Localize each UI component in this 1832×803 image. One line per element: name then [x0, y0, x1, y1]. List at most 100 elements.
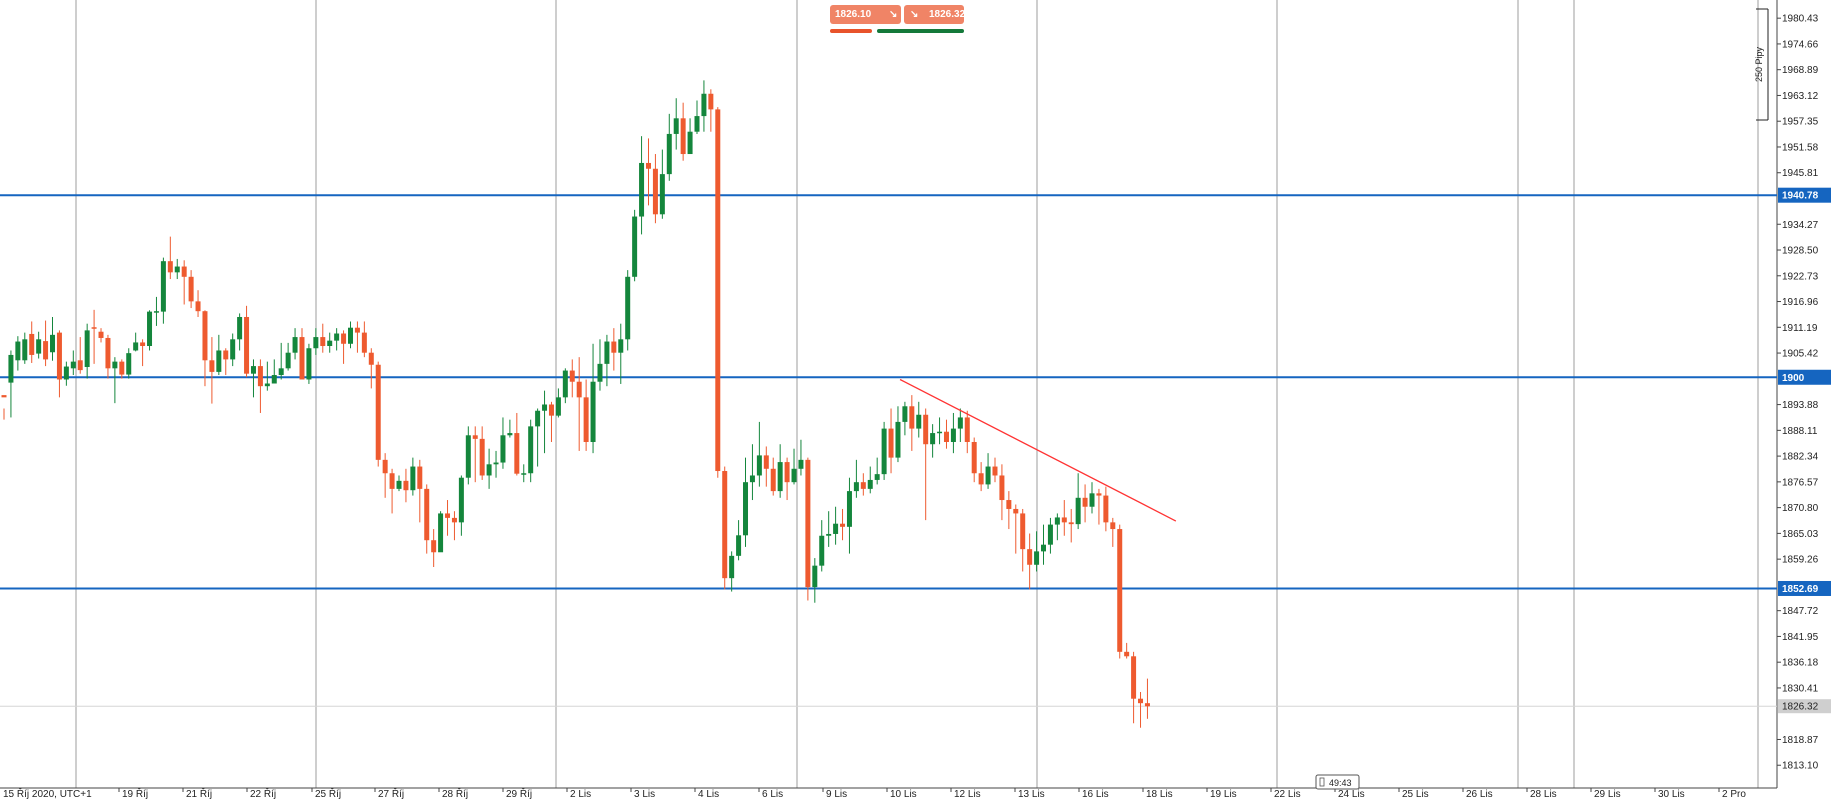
x-tick-label: 28 Říj	[442, 787, 468, 800]
candle-body	[334, 333, 340, 341]
candle-body	[964, 417, 970, 442]
candle-body	[140, 342, 146, 347]
candle-body	[382, 459, 388, 474]
candle-body	[555, 397, 561, 416]
candle-body	[930, 433, 936, 445]
y-tick-label: 1818.87	[1782, 735, 1819, 746]
candle-body	[500, 435, 506, 463]
candle-body	[687, 131, 693, 155]
candle-body	[548, 404, 554, 416]
x-tick-label: 26 Lis	[1466, 789, 1493, 800]
trendline-group[interactable]	[899, 378, 1177, 522]
x-tick-label: 13 Lis	[1018, 789, 1045, 800]
candle-body	[507, 433, 513, 436]
candle-body	[1138, 698, 1144, 704]
candle-body	[278, 368, 284, 376]
candle-body	[798, 459, 804, 469]
y-tick-label: 1813.10	[1782, 761, 1819, 772]
trend-line[interactable]	[899, 378, 1177, 522]
candle-body	[56, 332, 62, 380]
candle-body	[424, 488, 430, 541]
candle-body	[957, 417, 963, 429]
candle-body	[909, 406, 915, 429]
candle-body	[389, 473, 395, 489]
candle-body	[756, 455, 762, 476]
candle-body	[63, 366, 69, 380]
candle-body	[749, 475, 755, 483]
y-tick-label: 1928.50	[1782, 246, 1819, 257]
candle-body	[514, 433, 520, 474]
candle-body	[285, 352, 291, 369]
candle-body	[701, 93, 707, 117]
candle-body	[881, 428, 887, 475]
candle-body	[1124, 651, 1130, 657]
candle-body	[784, 462, 790, 483]
candle-body	[1131, 656, 1137, 699]
level-label: 1900	[1782, 373, 1805, 384]
candle-body	[1068, 522, 1074, 525]
x-tick-label: 15 Říj 2020, UTC+1	[3, 787, 92, 800]
y-tick-label: 1893.88	[1782, 400, 1819, 411]
candle-body	[888, 428, 894, 458]
candle-body	[943, 431, 949, 442]
x-tick-label: 29 Lis	[1594, 789, 1621, 800]
candle-body	[923, 414, 929, 445]
candle-body	[840, 523, 846, 527]
level-label-box[interactable]	[1778, 187, 1831, 203]
candle-body	[202, 311, 208, 361]
candle-body	[708, 93, 714, 110]
y-tick-label: 1934.27	[1782, 220, 1819, 231]
candle-body	[292, 337, 298, 353]
level-label-box[interactable]	[1778, 580, 1831, 596]
candle-body	[562, 370, 568, 398]
x-tick-label: 19 Říj	[122, 787, 148, 800]
buy-button[interactable]: ↘ 1826.32	[904, 5, 965, 24]
candle-body	[1054, 517, 1060, 525]
candle-body	[950, 428, 956, 442]
candle-body	[174, 266, 180, 273]
candle-body	[368, 352, 374, 365]
candle-body	[569, 370, 575, 382]
sell-volume-bar	[830, 29, 872, 33]
candle-body	[264, 383, 270, 387]
timer-badge: 49:43	[1315, 774, 1360, 790]
candle-body	[105, 337, 111, 369]
y-tick-label: 1980.43	[1782, 14, 1819, 25]
candle-body	[250, 366, 256, 374]
candle-body	[853, 482, 859, 492]
y-tick-label: 1882.34	[1782, 452, 1819, 463]
x-tick-label: 24 Lis	[1338, 789, 1365, 800]
candle-body	[445, 513, 451, 518]
candle-body	[84, 330, 90, 367]
candle-body	[583, 397, 589, 442]
candle-body	[417, 466, 423, 489]
candle-body	[639, 162, 645, 217]
y-tick-label: 1876.57	[1782, 477, 1819, 488]
time-axis[interactable]: 15 Říj 2020, UTC+1 19 Říj 21 Říj 22 Říj 25 Ř…	[3, 787, 1746, 800]
candle-body	[992, 466, 998, 476]
y-tick-label: 1916.96	[1782, 297, 1819, 308]
candle-body	[472, 435, 478, 439]
y-tick-label: 1974.66	[1782, 39, 1819, 50]
level-label-box[interactable]	[1778, 369, 1831, 385]
arrow-down-right-icon: ↘	[910, 9, 919, 20]
candle-body	[22, 339, 28, 361]
candle-body	[937, 431, 943, 434]
x-tick-label: 6 Lis	[762, 789, 783, 800]
candle-body	[91, 327, 97, 329]
y-tick-label: 1963.12	[1782, 91, 1819, 102]
current-price-label: 1826.32	[1782, 702, 1819, 713]
x-tick-label: 18 Lis	[1146, 789, 1173, 800]
candle-body	[673, 118, 679, 134]
candle-body	[542, 404, 548, 411]
sell-price: 1826.10	[835, 9, 872, 20]
candle-body	[313, 337, 319, 349]
candle-body	[978, 473, 984, 485]
horizontal-levels[interactable]	[0, 194, 1777, 590]
price-axis[interactable]: 1980.43 1974.66 1968.89 1963.12 1957.35 1951.…	[1777, 14, 1831, 772]
x-tick-label: 22 Lis	[1274, 789, 1301, 800]
candle-body	[812, 565, 818, 588]
sell-button[interactable]: 1826.10 ↘	[830, 5, 901, 24]
candle-body	[396, 480, 402, 489]
